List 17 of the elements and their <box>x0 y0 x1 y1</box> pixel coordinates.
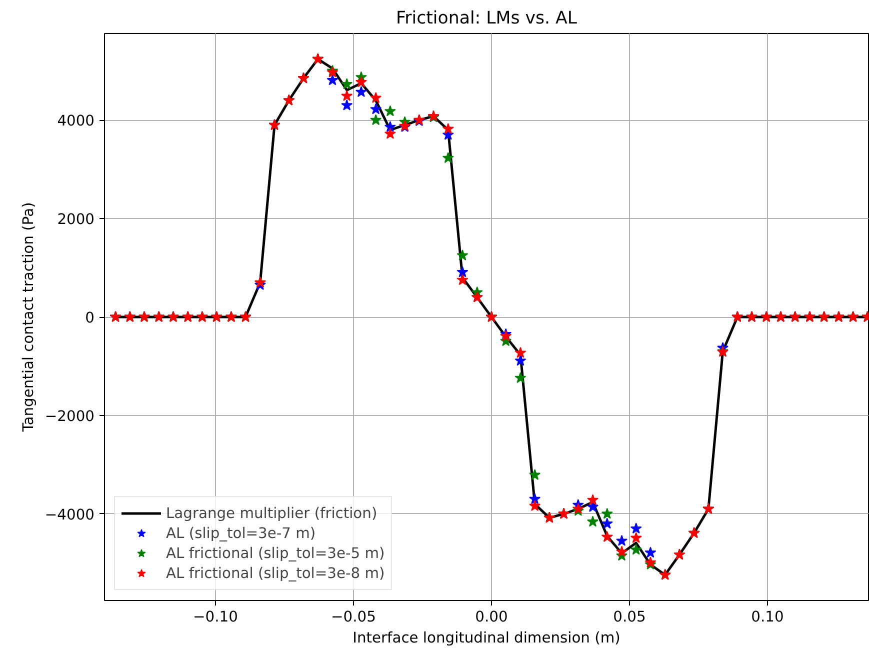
x-tick-label: 0.00 <box>475 608 508 626</box>
chart-title: Frictional: LMs vs. AL <box>396 8 578 28</box>
legend-label: Lagrange multiplier (friction) <box>166 504 378 522</box>
legend-label: AL (slip_tol=3e-7 m) <box>166 524 316 542</box>
y-tick-label: 0 <box>85 310 95 326</box>
legend-label: AL frictional (slip_tol=3e-5 m) <box>166 544 385 562</box>
y-tick-label: 2000 <box>57 211 95 228</box>
y-tick-label: −4000 <box>44 506 95 524</box>
legend-label: AL frictional (slip_tol=3e-8 m) <box>166 564 385 582</box>
x-tick-label: 0.10 <box>751 608 784 626</box>
x-tick-label: −0.10 <box>193 608 238 626</box>
y-tick-label: −2000 <box>44 408 95 425</box>
x-tick-label: −0.05 <box>331 608 376 626</box>
y-tick-label: 4000 <box>57 112 95 130</box>
x-axis-title: Interface longitudinal dimension (m) <box>352 630 620 646</box>
y-axis-title: Tangential contact traction (Pa) <box>20 202 37 433</box>
x-tick-label: 0.05 <box>613 608 646 626</box>
